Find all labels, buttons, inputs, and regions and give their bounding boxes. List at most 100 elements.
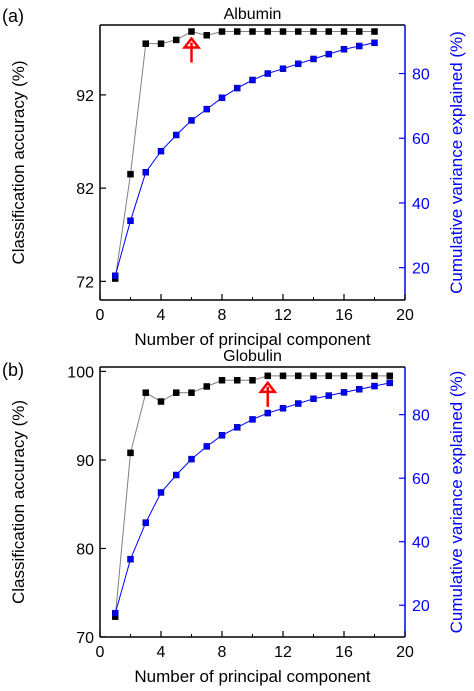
accuracy-point xyxy=(371,372,378,380)
x-tick-label: 20 xyxy=(396,307,414,324)
accuracy-point xyxy=(249,28,256,35)
variance-point xyxy=(234,424,241,431)
variance-point xyxy=(325,392,332,399)
variance-point xyxy=(112,272,119,279)
series-line-accuracy xyxy=(114,30,375,279)
x-tick-label: 12 xyxy=(274,307,292,324)
accuracy-point xyxy=(173,36,180,44)
x-tick-label: 20 xyxy=(396,644,414,661)
accuracy-point xyxy=(249,377,256,384)
accuracy-point xyxy=(264,28,271,35)
accuracy-point xyxy=(279,28,287,35)
variance-point xyxy=(203,443,210,450)
y-axis-label: Classification accuracy (%) xyxy=(9,400,28,604)
x-axis-label: Number of principal component xyxy=(134,667,371,686)
variance-point xyxy=(371,382,378,390)
x-tick-label: 8 xyxy=(218,307,227,324)
variance-point xyxy=(188,117,195,124)
x-tick-label: 16 xyxy=(335,644,353,661)
accuracy-point xyxy=(356,372,363,380)
variance-point xyxy=(295,400,302,407)
accuracy-point xyxy=(295,28,302,35)
y2-axis-label: Cumulative variance explained (%) xyxy=(447,31,466,294)
accuracy-point xyxy=(264,372,271,380)
variance-point xyxy=(157,489,165,496)
y2-tick-label: 80 xyxy=(412,408,430,425)
y-tick-label: 82 xyxy=(76,181,94,198)
variance-point xyxy=(127,555,134,563)
accuracy-point xyxy=(127,449,134,457)
variance-point xyxy=(249,76,256,84)
y2-tick-label: 40 xyxy=(412,196,430,213)
y2-tick-label: 20 xyxy=(412,598,430,615)
accuracy-point xyxy=(157,398,165,405)
accuracy-point xyxy=(142,389,149,396)
y-tick-label: 100 xyxy=(67,364,94,381)
variance-point xyxy=(188,455,195,463)
accuracy-point xyxy=(188,389,195,396)
y-tick-label: 92 xyxy=(76,88,94,105)
accuracy-point xyxy=(325,372,332,380)
x-tick-label: 4 xyxy=(157,307,166,324)
red-arrow-head xyxy=(181,36,202,49)
accuracy-point xyxy=(386,372,393,380)
chart-panel-a: 0 4 8 12 16 20 72 82 92 20 40 60 80 Albumin (a) Number … xyxy=(2,6,466,349)
variance-point xyxy=(356,385,363,393)
accuracy-point xyxy=(142,40,149,47)
red-arrow xyxy=(181,36,202,63)
accuracy-point xyxy=(203,32,210,39)
variance-point xyxy=(142,519,149,526)
accuracy-point xyxy=(218,28,226,35)
variance-point xyxy=(112,609,119,617)
chart-title: Albumin xyxy=(224,6,282,23)
x-tick-label: 0 xyxy=(96,307,105,324)
y2-tick-label: 60 xyxy=(412,131,430,148)
accuracy-point xyxy=(127,170,134,178)
variance-point xyxy=(310,55,317,63)
chart-panel-b: 0 4 8 12 16 20 70 80 90 100 20 40 60 80 Globulin (b) Num… xyxy=(2,348,466,686)
accuracy-point xyxy=(188,28,195,35)
red-arrow xyxy=(258,380,278,407)
panel-label: (b) xyxy=(2,360,24,380)
variance-point xyxy=(295,60,302,68)
accuracy-point xyxy=(340,372,348,380)
accuracy-point xyxy=(234,377,241,384)
variance-point xyxy=(127,217,134,224)
y-axis-label: Classification accuracy (%) xyxy=(9,60,28,264)
accuracy-point xyxy=(310,372,317,380)
y-tick-label: 70 xyxy=(76,630,94,647)
variance-point xyxy=(356,42,363,50)
accuracy-point xyxy=(356,28,363,35)
variance-point xyxy=(249,416,256,423)
series-line-variance xyxy=(114,42,375,276)
accuracy-point xyxy=(340,28,348,35)
accuracy-point xyxy=(325,28,332,35)
accuracy-point xyxy=(157,40,165,47)
y2-axis-label: Cumulative variance explained (%) xyxy=(447,371,466,634)
accuracy-point xyxy=(371,28,378,35)
accuracy-point xyxy=(203,383,210,390)
variance-point xyxy=(279,65,287,72)
x-tick-label: 4 xyxy=(157,644,166,661)
variance-point xyxy=(203,105,210,113)
y-tick-label: 72 xyxy=(76,274,94,291)
x-tick-label: 8 xyxy=(218,644,227,661)
variance-point xyxy=(173,471,180,479)
variance-point xyxy=(279,405,287,412)
accuracy-point xyxy=(234,28,241,35)
variance-point xyxy=(218,94,226,102)
series-line-accuracy xyxy=(114,375,390,617)
accuracy-point xyxy=(295,372,302,380)
variance-point xyxy=(386,379,393,387)
x-axis-label: Number of principal component xyxy=(134,330,371,349)
variance-point xyxy=(264,70,271,77)
red-arrow-head xyxy=(258,380,278,394)
accuracy-point xyxy=(310,28,317,35)
variance-point xyxy=(157,147,165,155)
variance-point xyxy=(218,432,226,439)
panel-label: (a) xyxy=(2,6,24,26)
variance-point xyxy=(142,168,149,176)
variance-point xyxy=(264,409,271,417)
accuracy-point xyxy=(173,389,180,396)
